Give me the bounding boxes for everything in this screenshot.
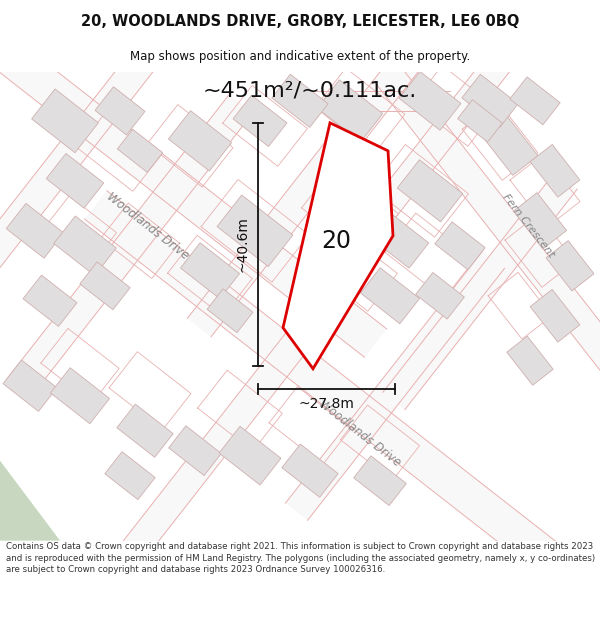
Polygon shape (95, 87, 145, 135)
Text: Woodlands Drive: Woodlands Drive (104, 190, 191, 262)
Polygon shape (217, 195, 293, 266)
Polygon shape (353, 456, 406, 506)
Polygon shape (85, 191, 595, 601)
Polygon shape (530, 144, 580, 197)
Polygon shape (283, 123, 393, 369)
Polygon shape (80, 262, 130, 310)
Polygon shape (383, 172, 577, 409)
Polygon shape (514, 192, 566, 249)
Text: ~40.6m: ~40.6m (236, 216, 250, 272)
Polygon shape (282, 444, 338, 498)
Polygon shape (113, 270, 357, 571)
Polygon shape (435, 222, 485, 270)
Polygon shape (207, 289, 253, 332)
Polygon shape (219, 426, 281, 485)
Polygon shape (54, 216, 116, 276)
Polygon shape (233, 95, 287, 146)
Polygon shape (46, 154, 104, 208)
Polygon shape (399, 71, 461, 130)
Polygon shape (50, 368, 110, 424)
Polygon shape (181, 242, 239, 299)
Polygon shape (118, 129, 163, 173)
Text: Woodlands Drive: Woodlands Drive (316, 397, 404, 469)
Polygon shape (375, 64, 600, 398)
Text: Contains OS data © Crown copyright and database right 2021. This information is : Contains OS data © Crown copyright and d… (6, 542, 595, 574)
Text: ~27.8m: ~27.8m (299, 397, 355, 411)
Polygon shape (272, 74, 328, 128)
Polygon shape (117, 404, 173, 458)
Polygon shape (169, 426, 221, 476)
Text: Fern Crescent: Fern Crescent (500, 192, 556, 259)
Text: ~451m²/~0.111ac.: ~451m²/~0.111ac. (203, 81, 417, 101)
Polygon shape (0, 0, 387, 357)
Polygon shape (507, 336, 553, 385)
Text: 20, WOODLANDS DRIVE, GROBY, LEICESTER, LE6 0BQ: 20, WOODLANDS DRIVE, GROBY, LEICESTER, L… (81, 14, 519, 29)
Polygon shape (105, 452, 155, 499)
Polygon shape (458, 100, 502, 142)
Polygon shape (187, 35, 433, 337)
Text: 20: 20 (322, 229, 352, 253)
Polygon shape (169, 111, 232, 171)
Polygon shape (317, 80, 383, 142)
Polygon shape (397, 160, 463, 222)
Polygon shape (416, 272, 464, 319)
Polygon shape (530, 289, 580, 342)
Polygon shape (3, 360, 57, 411)
Polygon shape (546, 241, 594, 291)
Polygon shape (361, 268, 419, 324)
Polygon shape (0, 0, 203, 292)
Polygon shape (462, 74, 518, 128)
Polygon shape (6, 203, 64, 258)
Polygon shape (0, 461, 60, 541)
Polygon shape (320, 16, 539, 286)
Polygon shape (23, 275, 77, 326)
Polygon shape (32, 89, 98, 152)
Text: Map shows position and indicative extent of the property.: Map shows position and indicative extent… (130, 50, 470, 63)
Polygon shape (371, 213, 429, 268)
Polygon shape (510, 77, 560, 125)
Polygon shape (482, 116, 538, 176)
Polygon shape (286, 251, 505, 521)
Polygon shape (7, 95, 253, 397)
